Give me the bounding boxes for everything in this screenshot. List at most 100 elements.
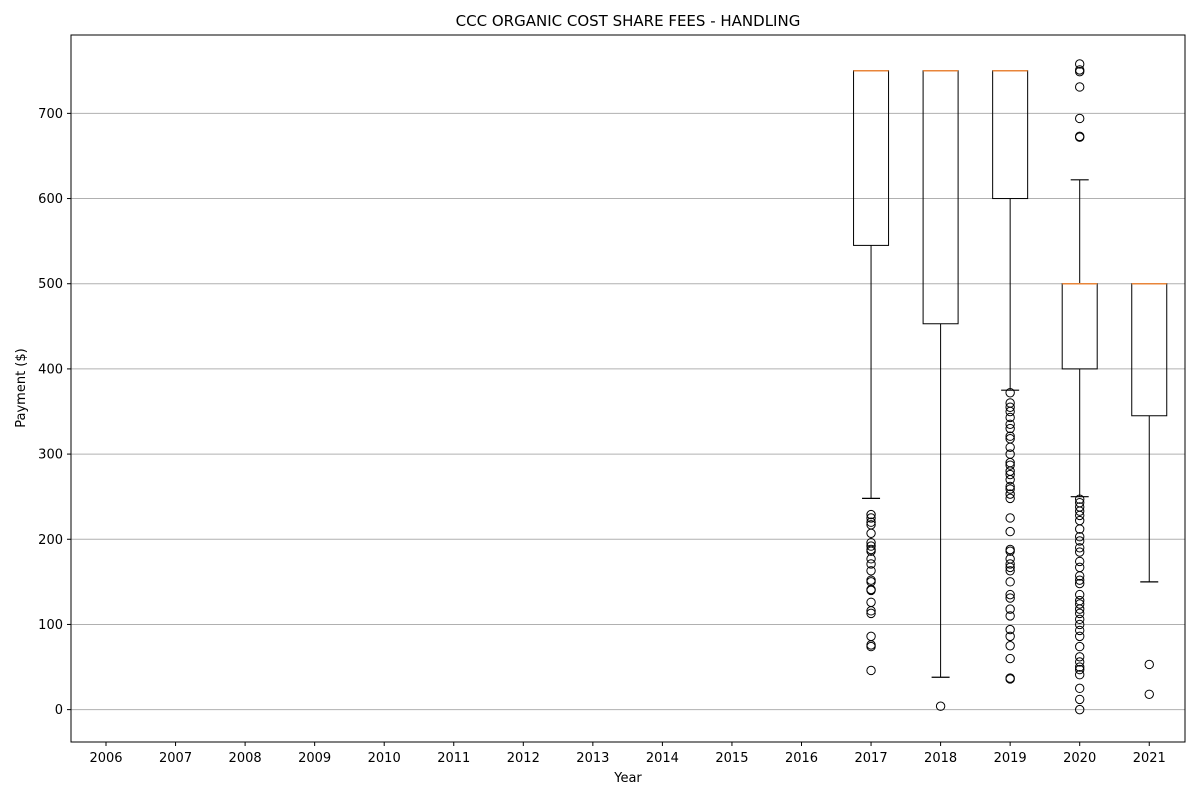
outlier-point (1005, 431, 1015, 441)
outlier-point (1005, 641, 1015, 651)
outlier-point (1005, 589, 1015, 600)
x-tick-label: 2008 (229, 751, 262, 766)
x-tick-label: 2006 (89, 751, 122, 766)
outlier-point (1075, 599, 1085, 609)
outlier-point (1075, 670, 1085, 680)
outlier-point (1075, 59, 1085, 69)
outlier-point (935, 701, 946, 711)
outlier-point (1075, 556, 1085, 567)
x-axis-label: Year (613, 771, 642, 786)
box-2020 (1061, 59, 1098, 715)
outlier-point (1075, 614, 1085, 625)
outlier-point (1005, 402, 1015, 412)
box-2017 (853, 70, 890, 676)
outlier-point (1005, 631, 1015, 642)
outlier-point (1075, 575, 1085, 585)
outlier-point (1075, 704, 1085, 715)
y-tick-label: 200 (38, 533, 63, 548)
outlier-point (1005, 559, 1015, 569)
y-tick-label: 600 (38, 192, 63, 207)
outlier-point (1005, 412, 1015, 423)
x-tick-label: 2010 (368, 751, 401, 766)
outlier-point (1075, 694, 1085, 705)
x-tick-label: 2021 (1133, 751, 1166, 766)
y-tick-label: 500 (38, 277, 63, 292)
x-tick-label: 2019 (994, 751, 1027, 766)
outlier-point (1075, 595, 1085, 606)
outlier-point (866, 584, 876, 595)
outlier-point (1075, 497, 1085, 508)
outlier-point (1005, 604, 1015, 614)
outlier-point (1005, 481, 1015, 492)
outlier-point (1075, 683, 1085, 694)
outlier-point (1144, 659, 1154, 670)
outlier-point (1005, 513, 1015, 523)
outlier-point (1075, 562, 1085, 573)
x-tick-label: 2009 (298, 751, 331, 766)
x-tick-label: 2012 (507, 751, 540, 766)
outlier-point (1005, 593, 1015, 603)
outlier-point (1005, 554, 1015, 564)
outlier-point (1005, 489, 1015, 499)
outlier-point (866, 537, 876, 548)
outlier-point (1144, 689, 1154, 699)
iqr-box (992, 70, 1029, 200)
outlier-point (866, 554, 876, 564)
outlier-point (1075, 65, 1085, 75)
outlier-point (1075, 589, 1085, 600)
outlier-point (1005, 544, 1015, 555)
outlier-point (1075, 536, 1085, 546)
plot-frame (70, 34, 1186, 743)
iqr-box (1061, 283, 1098, 370)
outlier-point (866, 559, 876, 569)
outlier-point (1005, 398, 1015, 408)
outlier-point (866, 631, 876, 642)
iqr-box (922, 70, 959, 325)
outlier-point (1005, 653, 1015, 664)
outlier-point (1005, 484, 1015, 494)
outlier-point (1075, 657, 1085, 667)
x-tick-label: 2011 (437, 751, 470, 766)
x-tick-label: 2017 (855, 751, 888, 766)
outlier-point (1075, 547, 1085, 557)
x-tick-label: 2018 (924, 751, 957, 766)
box-2018 (922, 70, 959, 711)
y-tick-label: 0 (55, 703, 63, 718)
iqr-box (853, 70, 890, 246)
outlier-point (1075, 625, 1085, 636)
outlier-point (866, 597, 876, 608)
outlier-point (1075, 524, 1085, 534)
outlier-point (866, 513, 876, 523)
outlier-point (866, 608, 876, 619)
box-2019 (992, 70, 1029, 684)
outlier-point (1005, 526, 1015, 537)
outlier-point (866, 575, 876, 585)
outlier-point (1005, 493, 1015, 504)
outlier-point (1005, 419, 1015, 429)
grid-lines (71, 112, 1185, 711)
y-axis: 0 100 200 300 400 500 600 700 (38, 107, 71, 718)
outlier-point (1075, 631, 1085, 642)
outlier-point (866, 544, 876, 555)
outlier-point (866, 541, 876, 551)
outlier-point (1075, 131, 1085, 142)
x-tick-label: 2014 (646, 751, 679, 766)
outlier-point (866, 528, 876, 539)
boxes (853, 59, 1168, 715)
box-2021 (1131, 282, 1168, 699)
outlier-point (866, 566, 876, 576)
outlier-point (1005, 449, 1015, 459)
y-tick-label: 700 (38, 107, 63, 122)
outlier-point (1075, 543, 1085, 553)
y-tick-label: 300 (38, 448, 63, 463)
outlier-point (1075, 664, 1085, 675)
outlier-point (866, 509, 876, 520)
outlier-point (1005, 460, 1015, 470)
y-tick-label: 400 (38, 362, 63, 377)
outlier-point (1005, 611, 1015, 621)
outlier-point (1075, 662, 1085, 672)
outlier-point (1005, 673, 1015, 683)
chart-title: CCC ORGANIC COST SHARE FEES - HANDLING (456, 12, 801, 30)
